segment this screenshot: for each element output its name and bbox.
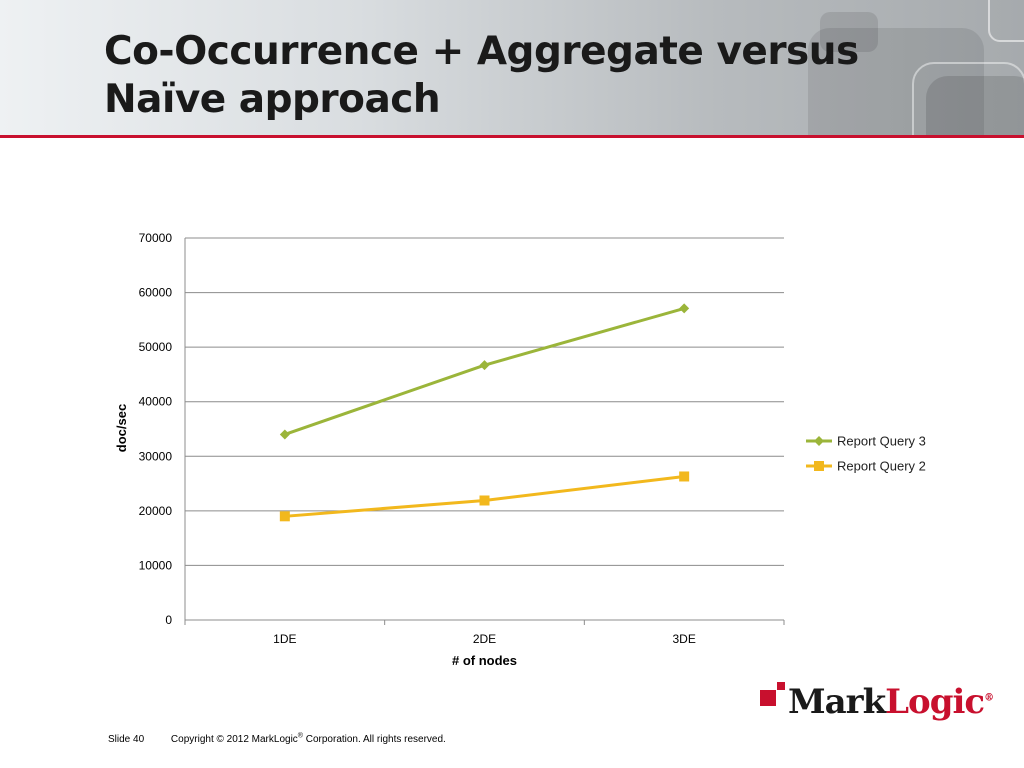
slide-title-line-2: Naïve approach [104, 77, 441, 122]
logo-wordmark: MarkLogic® [788, 682, 994, 722]
slide-header [0, 0, 1024, 136]
copyright-text: Copyright © 2012 MarkLogic® Corporation.… [170, 733, 446, 746]
marklogic-logo: MarkLogic® [760, 680, 994, 730]
y-axis-title: doc/sec [114, 404, 129, 452]
data-point [279, 511, 290, 522]
logo-square-large [760, 690, 776, 706]
slide-number: Slide 40 [108, 734, 145, 746]
data-point [479, 360, 490, 371]
legend-entry: Report Query 3 [806, 434, 926, 449]
x-tick-label: 2DE [473, 632, 496, 646]
series-report-query-3 [279, 303, 690, 440]
data-point [479, 495, 490, 506]
header-decoration [926, 76, 1024, 136]
series-report-query-2 [279, 471, 690, 522]
logo-registered-mark: ® [984, 692, 994, 704]
copyright-pre: Copyright © 2012 MarkLogic [170, 734, 298, 746]
copyright-post: Corporation. All rights reserved. [302, 734, 446, 746]
logo-mark-text: Mark [788, 682, 886, 722]
legend-entry: Report Query 2 [806, 459, 926, 474]
x-axis-title: # of nodes [452, 653, 517, 668]
x-tick-label: 1DE [273, 632, 296, 646]
legend-marker [814, 461, 824, 471]
y-tick-label: 10000 [139, 558, 173, 572]
y-tick-label: 20000 [139, 504, 173, 518]
data-point [679, 303, 690, 314]
series-line [284, 306, 685, 436]
header-decoration [820, 12, 878, 52]
data-point [279, 429, 290, 440]
legend-label: Report Query 3 [837, 434, 926, 449]
logo-logic-text: Logic [885, 682, 985, 722]
legend-label: Report Query 2 [837, 459, 926, 474]
x-tick-label: 3DE [672, 632, 695, 646]
y-tick-label: 30000 [139, 449, 173, 463]
slide-title: Co-Occurrence + Aggregate versus Naïve a… [104, 28, 864, 124]
slide-title-line-1: Co-Occurrence + Aggregate versus [104, 29, 859, 74]
logo-square-small [777, 682, 785, 690]
y-tick-label: 70000 [139, 231, 173, 245]
slide-footer: Slide 40 Copyright © 2012 MarkLogic® Cor… [108, 733, 446, 745]
registered-mark: ® [297, 733, 303, 740]
y-tick-label: 60000 [139, 286, 173, 300]
y-tick-label: 40000 [139, 395, 173, 409]
header-decoration [912, 62, 1024, 136]
y-tick-label: 0 [165, 613, 172, 627]
header-decoration [988, 0, 1024, 42]
legend-marker [814, 436, 824, 446]
header-decoration [808, 28, 984, 136]
y-tick-label: 50000 [139, 340, 173, 354]
header-divider [0, 135, 1024, 138]
data-point [679, 471, 690, 482]
